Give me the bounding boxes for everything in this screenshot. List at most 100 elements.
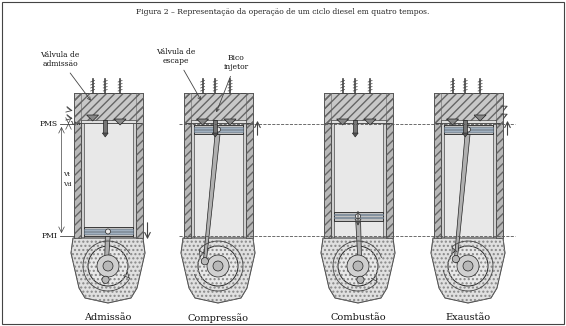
- Bar: [333, 214, 383, 215]
- Polygon shape: [364, 119, 376, 125]
- Bar: [353, 120, 357, 133]
- Polygon shape: [114, 119, 126, 125]
- Bar: [440, 123, 495, 238]
- Polygon shape: [462, 133, 468, 137]
- Bar: [324, 93, 331, 238]
- Bar: [194, 127, 242, 128]
- Bar: [213, 120, 217, 133]
- Circle shape: [198, 246, 238, 286]
- Bar: [324, 93, 392, 123]
- Circle shape: [355, 214, 361, 219]
- Text: Combustão: Combustão: [330, 313, 386, 322]
- Circle shape: [465, 127, 470, 132]
- Circle shape: [216, 127, 221, 132]
- Circle shape: [452, 255, 460, 263]
- Bar: [324, 93, 392, 123]
- Circle shape: [457, 255, 479, 277]
- Bar: [183, 93, 252, 123]
- Bar: [183, 93, 191, 238]
- Polygon shape: [104, 231, 110, 280]
- Text: Válvula de
admissão: Válvula de admissão: [40, 51, 91, 100]
- Bar: [80, 120, 135, 123]
- Polygon shape: [203, 129, 221, 261]
- Bar: [444, 125, 492, 134]
- Bar: [191, 123, 194, 238]
- Text: Exaustão: Exaustão: [445, 313, 491, 322]
- Polygon shape: [224, 119, 236, 125]
- Bar: [434, 93, 503, 123]
- Bar: [74, 93, 80, 238]
- Polygon shape: [454, 129, 470, 259]
- Bar: [74, 93, 143, 123]
- Text: Admissão: Admissão: [84, 313, 132, 322]
- Bar: [80, 123, 84, 238]
- Text: Compressão: Compressão: [187, 313, 248, 323]
- Bar: [444, 127, 492, 128]
- Circle shape: [207, 255, 229, 277]
- Circle shape: [102, 276, 109, 283]
- Circle shape: [103, 261, 113, 271]
- Text: Válvula de
escape: Válvula de escape: [156, 48, 201, 100]
- Bar: [324, 93, 331, 238]
- Bar: [183, 93, 191, 238]
- Bar: [84, 232, 132, 234]
- Circle shape: [201, 258, 208, 265]
- Polygon shape: [71, 238, 145, 303]
- Bar: [242, 123, 246, 238]
- Polygon shape: [321, 238, 395, 303]
- Polygon shape: [352, 133, 358, 137]
- Bar: [434, 93, 440, 238]
- Polygon shape: [447, 119, 458, 125]
- Polygon shape: [196, 119, 209, 125]
- Circle shape: [88, 246, 128, 286]
- Polygon shape: [337, 119, 349, 125]
- Circle shape: [213, 261, 223, 271]
- Text: Bico
injetor: Bico injetor: [216, 54, 248, 111]
- Bar: [132, 123, 135, 238]
- Circle shape: [353, 261, 363, 271]
- Polygon shape: [355, 216, 362, 280]
- Bar: [194, 125, 242, 134]
- Bar: [495, 93, 503, 238]
- Bar: [80, 123, 135, 238]
- Polygon shape: [474, 115, 486, 121]
- Bar: [191, 120, 246, 123]
- Polygon shape: [181, 238, 255, 303]
- Circle shape: [357, 276, 364, 283]
- Polygon shape: [102, 133, 108, 137]
- Bar: [383, 123, 385, 238]
- Bar: [331, 123, 385, 238]
- Bar: [194, 130, 242, 132]
- Circle shape: [105, 229, 110, 234]
- Bar: [84, 227, 132, 236]
- Bar: [434, 93, 440, 238]
- Bar: [84, 229, 132, 230]
- Bar: [440, 120, 495, 123]
- Text: Vm: Vm: [70, 121, 80, 126]
- Text: PMI: PMI: [42, 232, 58, 240]
- Bar: [331, 120, 385, 123]
- Bar: [103, 120, 107, 133]
- Text: PMS: PMS: [40, 120, 58, 128]
- Bar: [333, 217, 383, 218]
- Text: Vd: Vd: [63, 182, 71, 186]
- Text: Figura 2 – Representação da operação de um ciclo diesel em quatro tempos.: Figura 2 – Representação da operação de …: [136, 8, 430, 16]
- Text: Vt: Vt: [63, 172, 70, 177]
- Bar: [434, 93, 503, 123]
- Circle shape: [338, 246, 378, 286]
- Bar: [463, 120, 468, 133]
- Bar: [385, 93, 392, 238]
- Bar: [385, 93, 392, 238]
- Bar: [183, 93, 252, 123]
- Bar: [331, 123, 333, 238]
- Bar: [135, 93, 143, 238]
- Bar: [492, 123, 495, 238]
- Polygon shape: [212, 133, 218, 137]
- Circle shape: [97, 255, 119, 277]
- Bar: [246, 93, 252, 238]
- Bar: [495, 93, 503, 238]
- Bar: [74, 93, 80, 238]
- Bar: [135, 93, 143, 238]
- Circle shape: [448, 246, 488, 286]
- Bar: [333, 212, 383, 221]
